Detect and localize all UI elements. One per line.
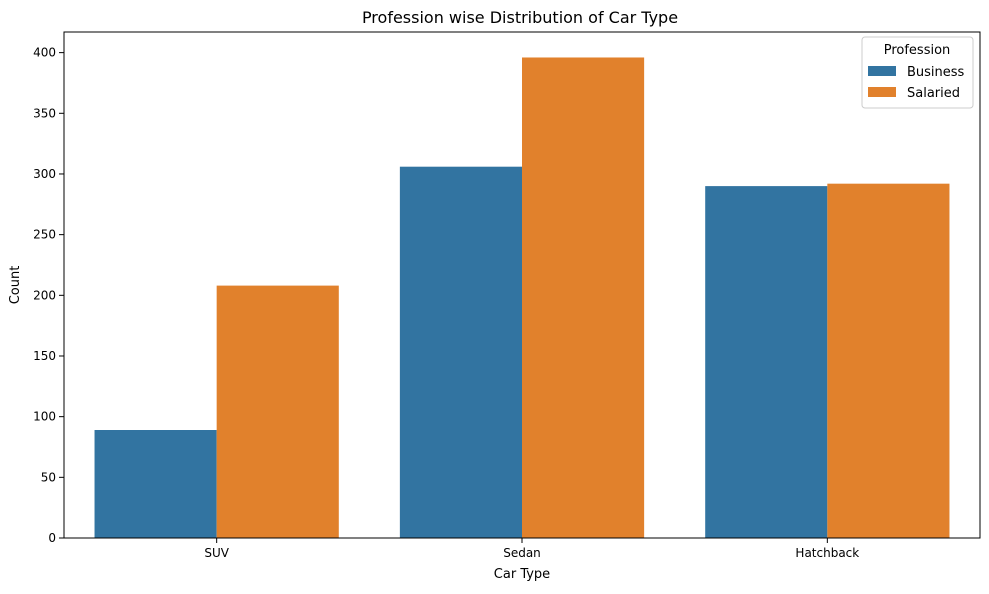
y-tick-label: 200 [33, 288, 56, 302]
y-tick-label: 0 [48, 531, 56, 545]
y-tick-label: 50 [41, 470, 56, 484]
legend-label-salaried: Salaried [907, 86, 960, 101]
y-tick-label: 300 [33, 167, 56, 181]
x-tick-label: SUV [204, 546, 229, 560]
legend-items: Business Salaried [868, 65, 965, 101]
bars-layer [94, 57, 950, 538]
bar-suv-salaried [216, 285, 339, 538]
plot-frame [63, 31, 981, 539]
legend-title: Profession [884, 43, 951, 58]
y-tick-label: 400 [33, 46, 56, 60]
legend: Profession Business Salaried [861, 36, 974, 109]
bar-hatchback-business [705, 186, 828, 538]
bar-sedan-business [399, 166, 522, 538]
legend-label-business: Business [907, 65, 965, 80]
bar-sedan-salaried [522, 57, 645, 538]
bar-hatchback-salaried [827, 183, 950, 538]
y-tick-label: 250 [33, 228, 56, 242]
x-axis: SUV Sedan Hatchback [204, 538, 859, 560]
x-tick-label: Sedan [503, 546, 541, 560]
y-axis: 0 50 100 150 200 250 300 350 400 [33, 46, 64, 545]
y-tick-label: 350 [33, 106, 56, 120]
bar-suv-business [94, 430, 217, 538]
x-axis-label: Car Type [494, 567, 550, 582]
chart-title: Profession wise Distribution of Car Type [362, 8, 678, 27]
legend-swatch-salaried [868, 87, 896, 97]
legend-swatch-business [868, 66, 896, 76]
y-tick-label: 100 [33, 410, 56, 424]
y-tick-label: 150 [33, 349, 56, 363]
y-axis-label: Count [8, 266, 23, 305]
x-tick-label: Hatchback [795, 546, 859, 560]
